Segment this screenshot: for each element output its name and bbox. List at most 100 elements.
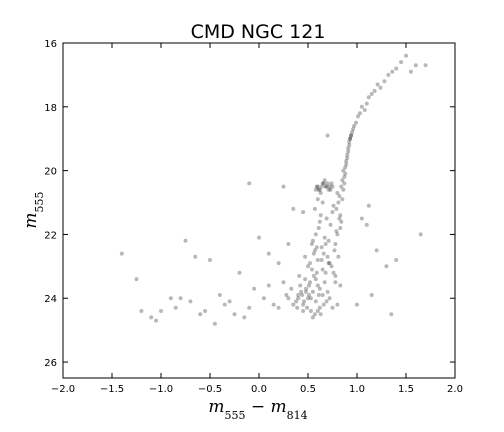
data-point (317, 305, 322, 310)
data-point (335, 191, 340, 195)
x-tick-label: −1.5 (100, 384, 124, 395)
data-point (183, 238, 188, 243)
data-point (404, 53, 408, 58)
x-tick-label: 1.0 (349, 384, 365, 395)
data-point (318, 191, 323, 195)
data-point (378, 85, 383, 90)
data-point (362, 108, 367, 112)
data-point (372, 88, 377, 93)
data-point (344, 159, 349, 163)
data-point (354, 120, 358, 125)
data-point (323, 270, 328, 275)
data-point (321, 302, 326, 307)
data-point (322, 178, 327, 183)
data-point (418, 232, 423, 237)
data-point (312, 206, 317, 211)
data-point (343, 165, 348, 170)
data-point (294, 299, 299, 304)
data-point (350, 130, 355, 135)
data-point (327, 184, 332, 189)
data-point (319, 245, 324, 250)
data-point (315, 184, 320, 189)
data-point (154, 318, 159, 323)
data-point (257, 235, 261, 240)
data-point (366, 203, 371, 208)
data-point (217, 293, 222, 297)
data-point (271, 302, 276, 307)
data-point (326, 261, 331, 266)
data-point (307, 293, 311, 297)
data-point (338, 213, 343, 218)
data-point (313, 299, 318, 304)
data-point (281, 184, 286, 189)
data-point (311, 273, 316, 278)
y-tick-label: 16 (44, 39, 57, 50)
data-point (286, 296, 291, 301)
data-point (320, 200, 325, 205)
data-point (356, 114, 360, 119)
data-point (345, 155, 350, 160)
data-point (390, 69, 395, 74)
data-point (309, 242, 314, 246)
data-point (328, 187, 333, 192)
data-point (318, 312, 323, 317)
data-point (342, 181, 347, 186)
data-point (355, 302, 359, 307)
data-point (327, 296, 332, 301)
y-axis-label: m555 (21, 191, 46, 228)
data-point (375, 82, 380, 87)
data-point (198, 312, 203, 317)
data-point (341, 168, 346, 173)
data-point (333, 242, 338, 246)
data-point (324, 299, 329, 304)
data-point (227, 299, 232, 304)
chart-title: CMD NGC 121 (191, 21, 326, 43)
data-point (337, 194, 342, 199)
data-point (338, 226, 343, 230)
data-point (328, 222, 333, 227)
data-point (331, 203, 336, 208)
data-point (159, 309, 163, 313)
data-point (333, 280, 338, 285)
data-point (306, 264, 310, 269)
data-point (313, 277, 318, 282)
data-point (298, 283, 303, 288)
data-point (286, 242, 291, 246)
data-point (316, 187, 321, 192)
data-point (149, 315, 154, 320)
data-point (312, 312, 317, 317)
data-point (301, 302, 306, 307)
y-tick-label: 22 (44, 230, 57, 241)
data-point (319, 184, 324, 189)
data-point (237, 270, 242, 275)
y-tick-label: 20 (44, 167, 57, 178)
data-point (310, 289, 315, 294)
data-point (349, 133, 354, 138)
data-point (321, 181, 326, 186)
data-point (247, 181, 252, 186)
data-point (315, 309, 320, 313)
data-point (329, 181, 334, 186)
data-point (324, 184, 329, 189)
data-point (332, 248, 337, 253)
data-point (364, 222, 369, 227)
data-point (348, 136, 353, 141)
data-point (310, 315, 315, 320)
data-point (394, 258, 399, 262)
data-point (232, 312, 237, 317)
data-point (320, 181, 325, 186)
data-point (384, 264, 389, 269)
data-point (326, 238, 331, 243)
data-point (338, 283, 343, 288)
data-point (313, 187, 318, 192)
data-point (423, 63, 428, 68)
data-point (323, 242, 328, 246)
x-tick-label: −0.5 (198, 384, 222, 395)
x-tick-label: 0.5 (300, 384, 316, 395)
data-point (344, 162, 349, 167)
data-point (341, 187, 346, 192)
data-point (222, 302, 227, 307)
data-point (325, 133, 330, 138)
data-point (334, 206, 339, 211)
data-point (247, 305, 252, 310)
